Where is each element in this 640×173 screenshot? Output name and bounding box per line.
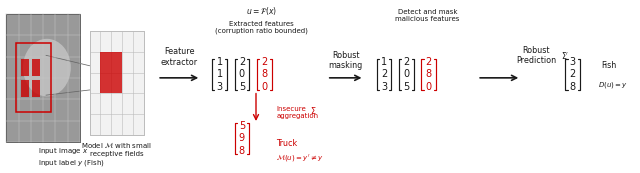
Text: 8: 8 xyxy=(239,146,245,156)
Text: $\Sigma$: $\Sigma$ xyxy=(310,105,317,116)
Text: 2: 2 xyxy=(239,57,245,67)
Text: 0: 0 xyxy=(239,69,245,79)
Text: 8: 8 xyxy=(570,82,576,92)
Text: Extracted features
(corruption ratio bounded): Extracted features (corruption ratio bou… xyxy=(214,21,308,34)
Text: 2: 2 xyxy=(381,69,387,79)
Text: 2: 2 xyxy=(570,69,576,79)
Bar xyxy=(90,31,144,135)
Text: 0: 0 xyxy=(426,82,432,92)
Bar xyxy=(6,14,80,142)
Text: 2: 2 xyxy=(403,57,410,67)
Text: $D(u) = y$: $D(u) = y$ xyxy=(598,80,628,90)
Text: 5: 5 xyxy=(239,82,245,92)
Bar xyxy=(111,73,122,93)
Text: 0: 0 xyxy=(261,82,268,92)
Text: Input label $y$ (Fish): Input label $y$ (Fish) xyxy=(38,158,105,168)
Text: 3: 3 xyxy=(216,82,223,92)
Text: 0: 0 xyxy=(403,69,410,79)
Text: Model $\mathcal{M}$ with small
receptive fields: Model $\mathcal{M}$ with small receptive… xyxy=(81,140,152,157)
Bar xyxy=(100,52,111,73)
Bar xyxy=(21,80,29,97)
Text: Fish: Fish xyxy=(602,61,617,70)
Text: 5: 5 xyxy=(403,82,410,92)
Text: Robust
masking: Robust masking xyxy=(328,51,363,70)
Text: 5: 5 xyxy=(239,121,245,131)
Text: 1: 1 xyxy=(216,57,223,67)
Text: Insecure
aggregation: Insecure aggregation xyxy=(276,106,319,119)
Text: $u = \mathcal{F}(x)$: $u = \mathcal{F}(x)$ xyxy=(246,5,276,17)
Text: 8: 8 xyxy=(261,69,268,79)
Text: Robust
Prediction: Robust Prediction xyxy=(516,46,556,65)
Text: $\mathcal{M}(u) = y' \neq y$: $\mathcal{M}(u) = y' \neq y$ xyxy=(276,152,324,163)
Text: 1: 1 xyxy=(216,69,223,79)
Bar xyxy=(111,52,122,73)
Text: 2: 2 xyxy=(426,57,432,67)
Text: 8: 8 xyxy=(426,69,432,79)
Text: 9: 9 xyxy=(239,133,245,143)
Bar xyxy=(21,59,29,76)
Bar xyxy=(100,73,111,93)
Ellipse shape xyxy=(23,39,71,96)
Text: 3: 3 xyxy=(570,57,576,67)
Text: 2: 2 xyxy=(261,57,268,67)
Text: Feature
extractor: Feature extractor xyxy=(161,47,198,67)
Text: 1: 1 xyxy=(381,57,387,67)
Text: 3: 3 xyxy=(381,82,387,92)
Text: $\Sigma'$: $\Sigma'$ xyxy=(561,50,569,61)
Bar xyxy=(32,80,40,97)
Text: Input image $x$: Input image $x$ xyxy=(38,145,89,156)
Bar xyxy=(32,59,40,76)
Text: Truck: Truck xyxy=(276,139,298,148)
Bar xyxy=(16,43,51,112)
Text: Detect and mask
malicious features: Detect and mask malicious features xyxy=(396,9,460,22)
